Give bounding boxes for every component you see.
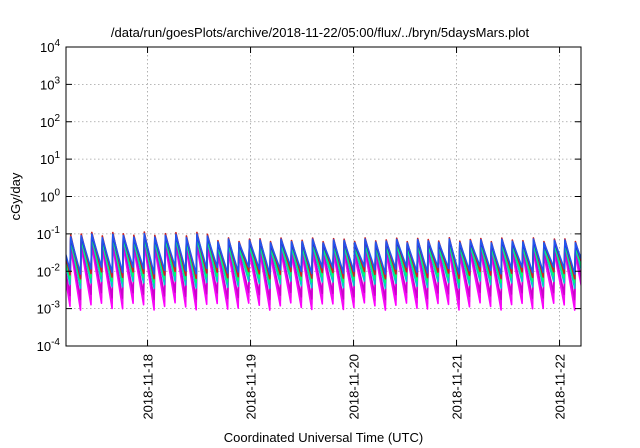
x-axis-ticks: 2018-11-18 2018-11-19 2018-11-20 2018-11-21… [141,47,568,420]
y-axis-label: cGy/day [8,172,23,220]
x-tick-label: 2018-11-20 [347,354,362,420]
chart-title: /data/run/goesPlots/archive/2018-11-22/0… [111,25,530,40]
series-line [66,235,581,284]
y-tick-label: 10-4 [37,337,61,354]
y-tick-label: 10-3 [37,300,61,317]
series-line [66,232,581,275]
y-tick-label: 101 [40,150,60,167]
series-line [66,239,581,301]
y-tick-label: 104 [40,38,60,55]
x-tick-label: 2018-11-18 [141,354,156,420]
y-axis-ticks: 10-4 10-3 10-2 10-1 100 101 102 103 104 [37,38,581,354]
series-group [66,231,581,311]
x-tick-label: 2018-11-22 [553,354,568,420]
y-tick-label: 102 [40,113,60,130]
y-tick-label: 100 [40,188,60,205]
y-tick-label: 10-1 [37,225,61,242]
y-tick-label: 103 [40,75,60,92]
plot-frame [65,46,582,347]
x-tick-label: 2018-11-21 [450,354,465,420]
x-tick-label: 2018-11-19 [244,354,259,420]
x-axis-label: Coordinated Universal Time (UTC) [224,430,423,445]
y-tick-label: 10-2 [37,262,61,279]
